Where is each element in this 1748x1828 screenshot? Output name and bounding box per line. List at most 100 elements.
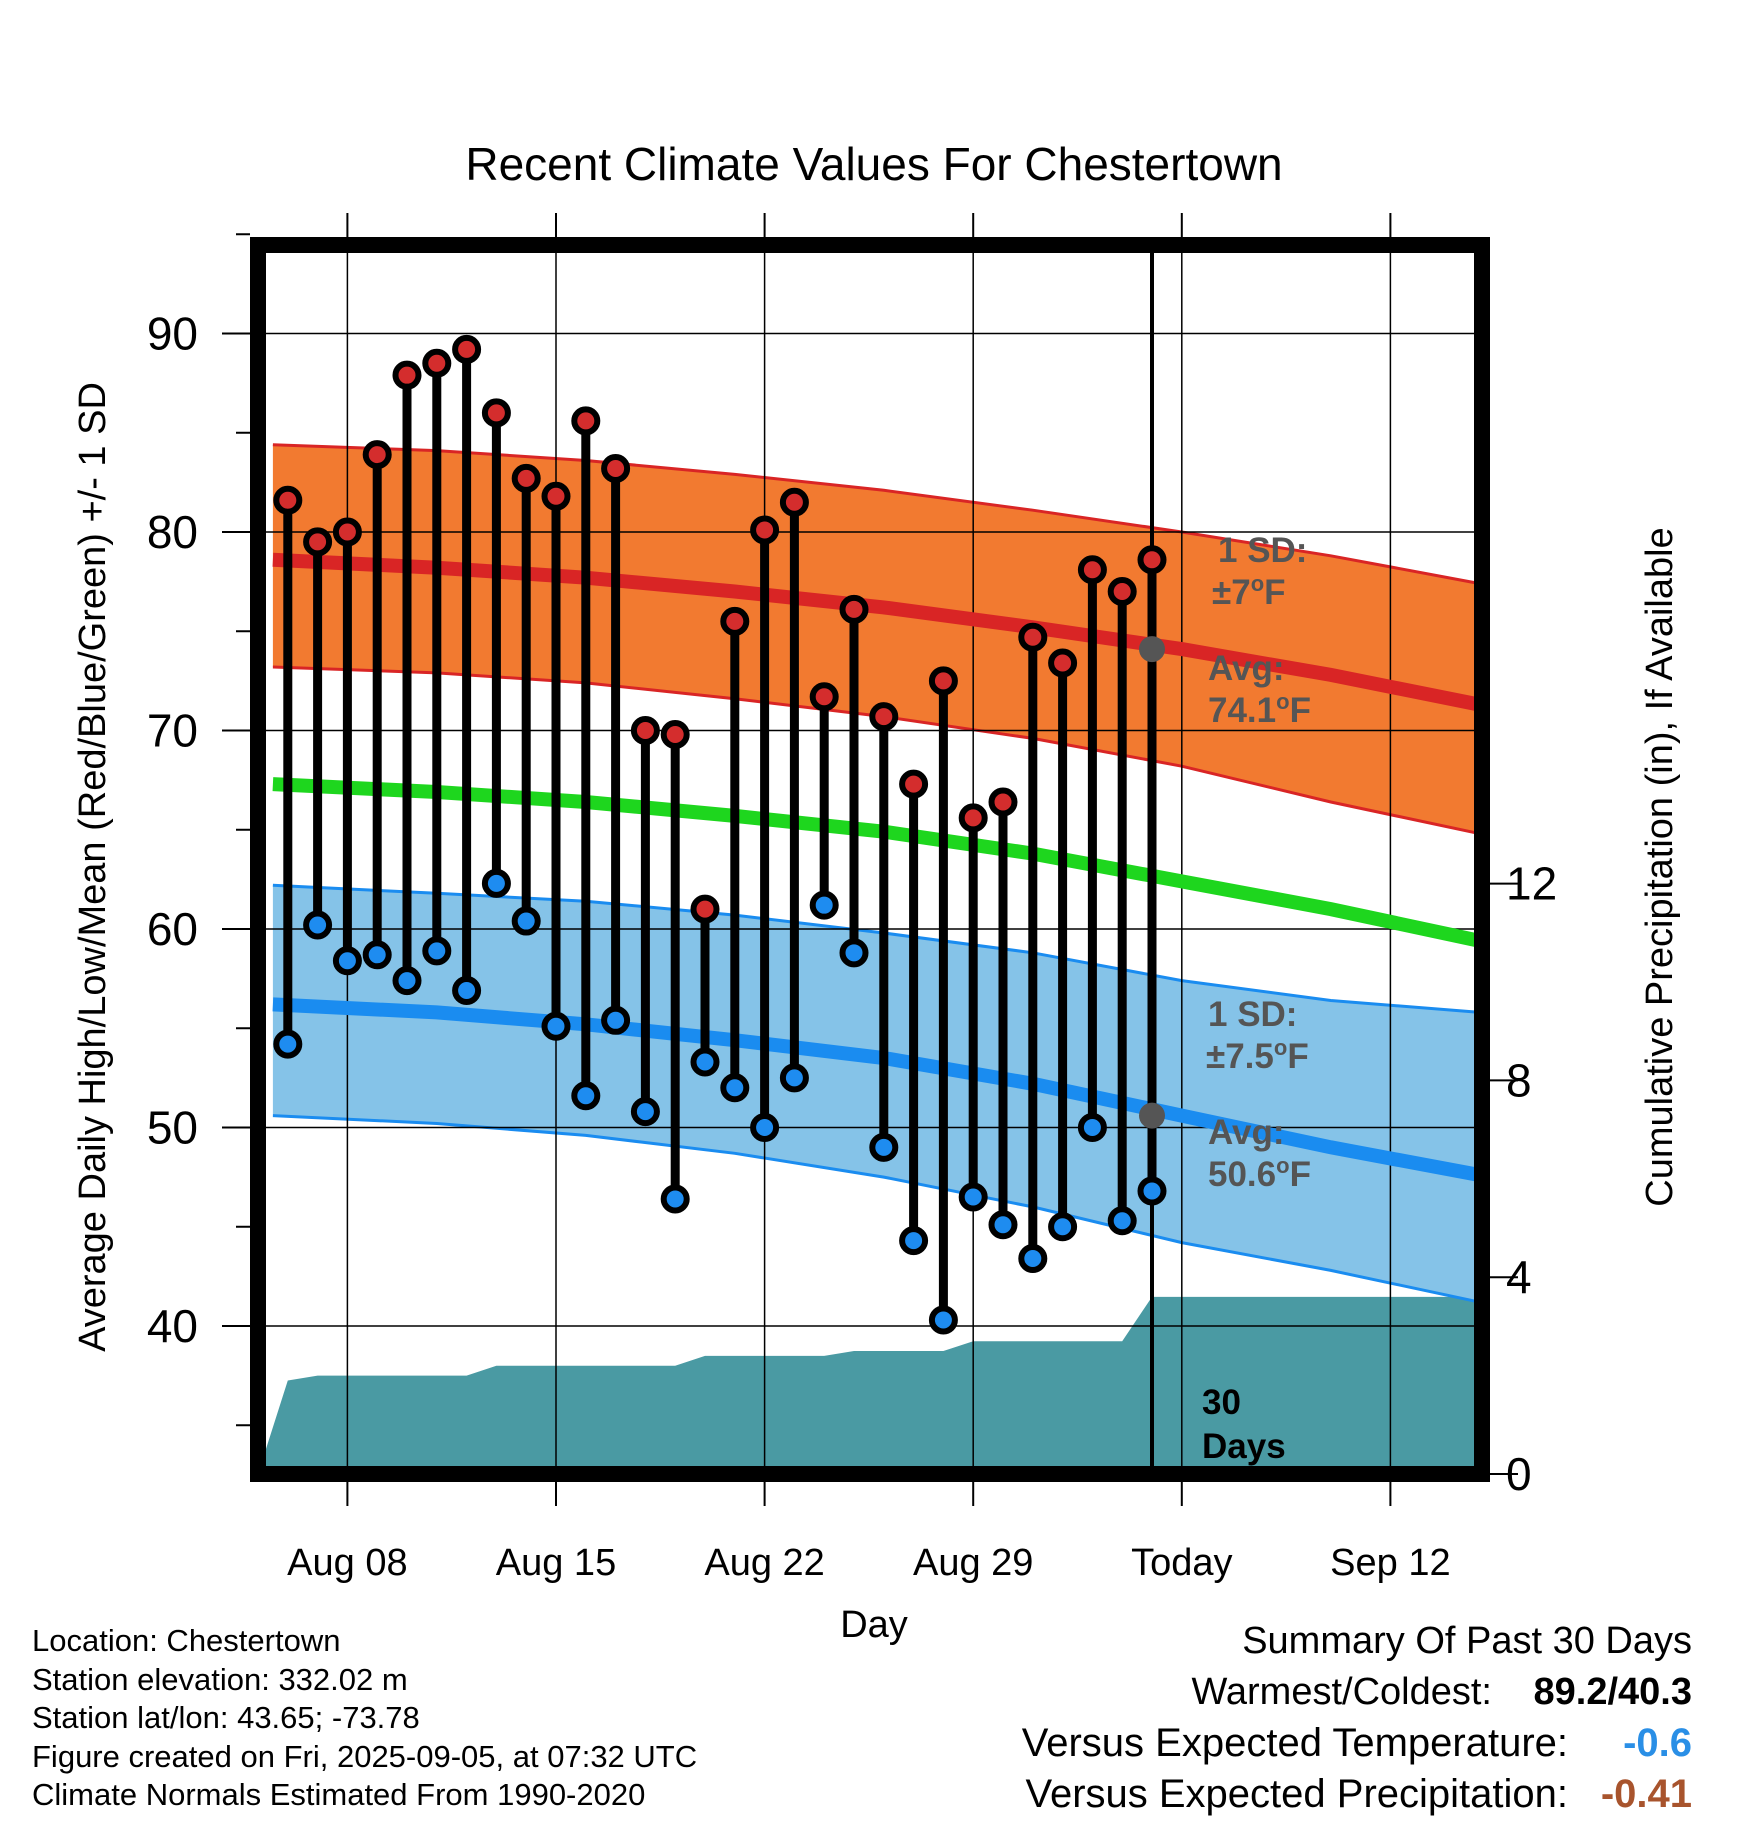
high-sd-value: ±7oF: [1212, 571, 1286, 612]
y-tick-label: 80: [147, 506, 198, 558]
low-band-lower-edge: [272, 1114, 1482, 1305]
high-temp-point: [779, 487, 809, 517]
low-temp-point: [1048, 1212, 1078, 1242]
high-temp-point: [511, 463, 541, 493]
low-temp-point: [1107, 1206, 1137, 1236]
high-temp-point: [332, 517, 362, 547]
low-temp-point: [422, 936, 452, 966]
warm-cold-row: Warmest/Coldest: 89.2/40.3: [1022, 1667, 1692, 1718]
normal-high-line: [272, 552, 1482, 713]
plot-area: [258, 245, 1482, 1474]
high-temp-point: [1048, 648, 1078, 678]
elevation-text: Station elevation: 332.02 m: [32, 1661, 408, 1697]
low-temp-point: [869, 1132, 899, 1162]
low-sd-band: [272, 885, 1482, 1303]
summary-title: Summary Of Past 30 Days: [1242, 1620, 1692, 1662]
high-temp-point: [958, 803, 988, 833]
high-avg-label: Avg:: [1208, 649, 1284, 688]
precip-departure-row: Versus Expected Precipitation: -0.41: [1022, 1769, 1692, 1820]
high-temp-point: [630, 716, 660, 745]
high-temp-point: [660, 719, 690, 749]
y-tick-label: 50: [147, 1102, 198, 1154]
created-text: Figure created on Fri, 2025-09-05, at 07…: [32, 1738, 698, 1774]
low-temp-point: [690, 1047, 720, 1077]
low-temp-point: [452, 976, 482, 1006]
high-temp-point: [690, 894, 720, 924]
high-band-upper-edge: [272, 443, 1482, 586]
plot-frame: [250, 237, 1490, 1482]
high-avg-value: 74.1oF: [1208, 689, 1311, 730]
high-temp-point: [541, 481, 571, 511]
x-tick-label: Sep 12: [1330, 1542, 1450, 1584]
high-temp-point: [392, 360, 422, 390]
low-temp-point: [750, 1113, 780, 1142]
chart-title: Recent Climate Values For Chestertown: [465, 138, 1282, 190]
x-tick-label: Today: [1131, 1542, 1232, 1584]
high-temp-point: [303, 527, 333, 557]
low-temp-point: [481, 868, 511, 898]
low-avg-value: 50.6oF: [1208, 1153, 1311, 1194]
normals-text: Climate Normals Estimated From 1990-2020: [32, 1777, 646, 1812]
y2-tick-label: 8: [1506, 1054, 1532, 1106]
latlon-text: Station lat/lon: 43.65; -73.78: [32, 1700, 420, 1735]
low-temp-point: [541, 1011, 571, 1041]
low-temp-point: [1018, 1244, 1048, 1274]
low-temp-point: [1077, 1113, 1107, 1142]
y2-axis-label: Cumulative Precipitation (in), If Availa…: [1639, 527, 1681, 1206]
low-avg-label: Avg:: [1208, 1113, 1284, 1152]
low-temp-point: [958, 1182, 988, 1212]
x-tick-label: Aug 22: [704, 1542, 824, 1584]
low-temp-point: [1137, 1176, 1167, 1206]
temp-departure-label: Versus Expected Temperature:: [1021, 1721, 1568, 1765]
low-sd-value: ±7.5oF: [1206, 1035, 1309, 1076]
high-temp-point: [601, 453, 631, 483]
low-temp-point: [303, 910, 333, 940]
high-temp-point: [720, 606, 750, 636]
low-temp-point: [332, 946, 362, 976]
y-axis-label: Average Daily High/Low/Mean (Red/Blue/Gr…: [72, 382, 114, 1352]
normal-low-line: [272, 997, 1482, 1183]
high-temp-point: [1077, 555, 1107, 585]
low-temp-point: [630, 1097, 660, 1127]
x-tick-label: Aug 15: [496, 1542, 616, 1584]
low-temp-point: [571, 1081, 601, 1111]
today-high-avg-marker: [1139, 636, 1165, 663]
high-temp-point: [452, 334, 482, 364]
high-temp-point: [839, 594, 869, 624]
low-temp-point: [362, 940, 392, 970]
x-axis-label: Day: [840, 1604, 908, 1646]
low-temp-point: [899, 1226, 929, 1256]
y-tick-label: 40: [147, 1300, 198, 1352]
high-band-lower-edge: [272, 665, 1482, 836]
today-low-avg-marker: [1139, 1102, 1165, 1129]
low-temp-point: [601, 1005, 631, 1035]
high-temp-point: [869, 702, 899, 732]
low-temp-point: [839, 938, 869, 968]
low-temp-point: [720, 1073, 750, 1103]
days-window-number: 30: [1202, 1383, 1241, 1422]
high-temp-point: [750, 515, 780, 545]
x-tick-label: Aug 08: [287, 1542, 407, 1584]
warm-cold-value: 89.2/40.3: [1533, 1671, 1692, 1713]
high-temp-point: [273, 485, 303, 515]
high-temp-point: [362, 440, 392, 470]
days-window-label: Days: [1202, 1427, 1286, 1466]
high-temp-point: [1107, 577, 1137, 607]
y2-tick-label: 12: [1506, 858, 1557, 910]
low-temp-point: [511, 906, 541, 936]
y-tick-label: 70: [147, 705, 198, 757]
high-temp-point: [899, 769, 929, 799]
summary-panel: Summary Of Past 30 Days Warmest/Coldest:…: [1022, 1616, 1692, 1820]
high-temp-point: [422, 348, 452, 378]
location-text: Location: Chestertown: [32, 1623, 341, 1658]
high-temp-point: [809, 682, 839, 712]
low-band-upper-edge: [272, 883, 1482, 1015]
low-temp-point: [273, 1029, 303, 1059]
high-sd-band: [272, 444, 1482, 835]
low-temp-point: [392, 966, 422, 996]
high-temp-point: [481, 398, 511, 428]
high-temp-point: [928, 666, 958, 696]
y-tick-label: 60: [147, 903, 198, 955]
low-temp-point: [779, 1063, 809, 1093]
high-sd-label: 1 SD:: [1218, 531, 1307, 570]
